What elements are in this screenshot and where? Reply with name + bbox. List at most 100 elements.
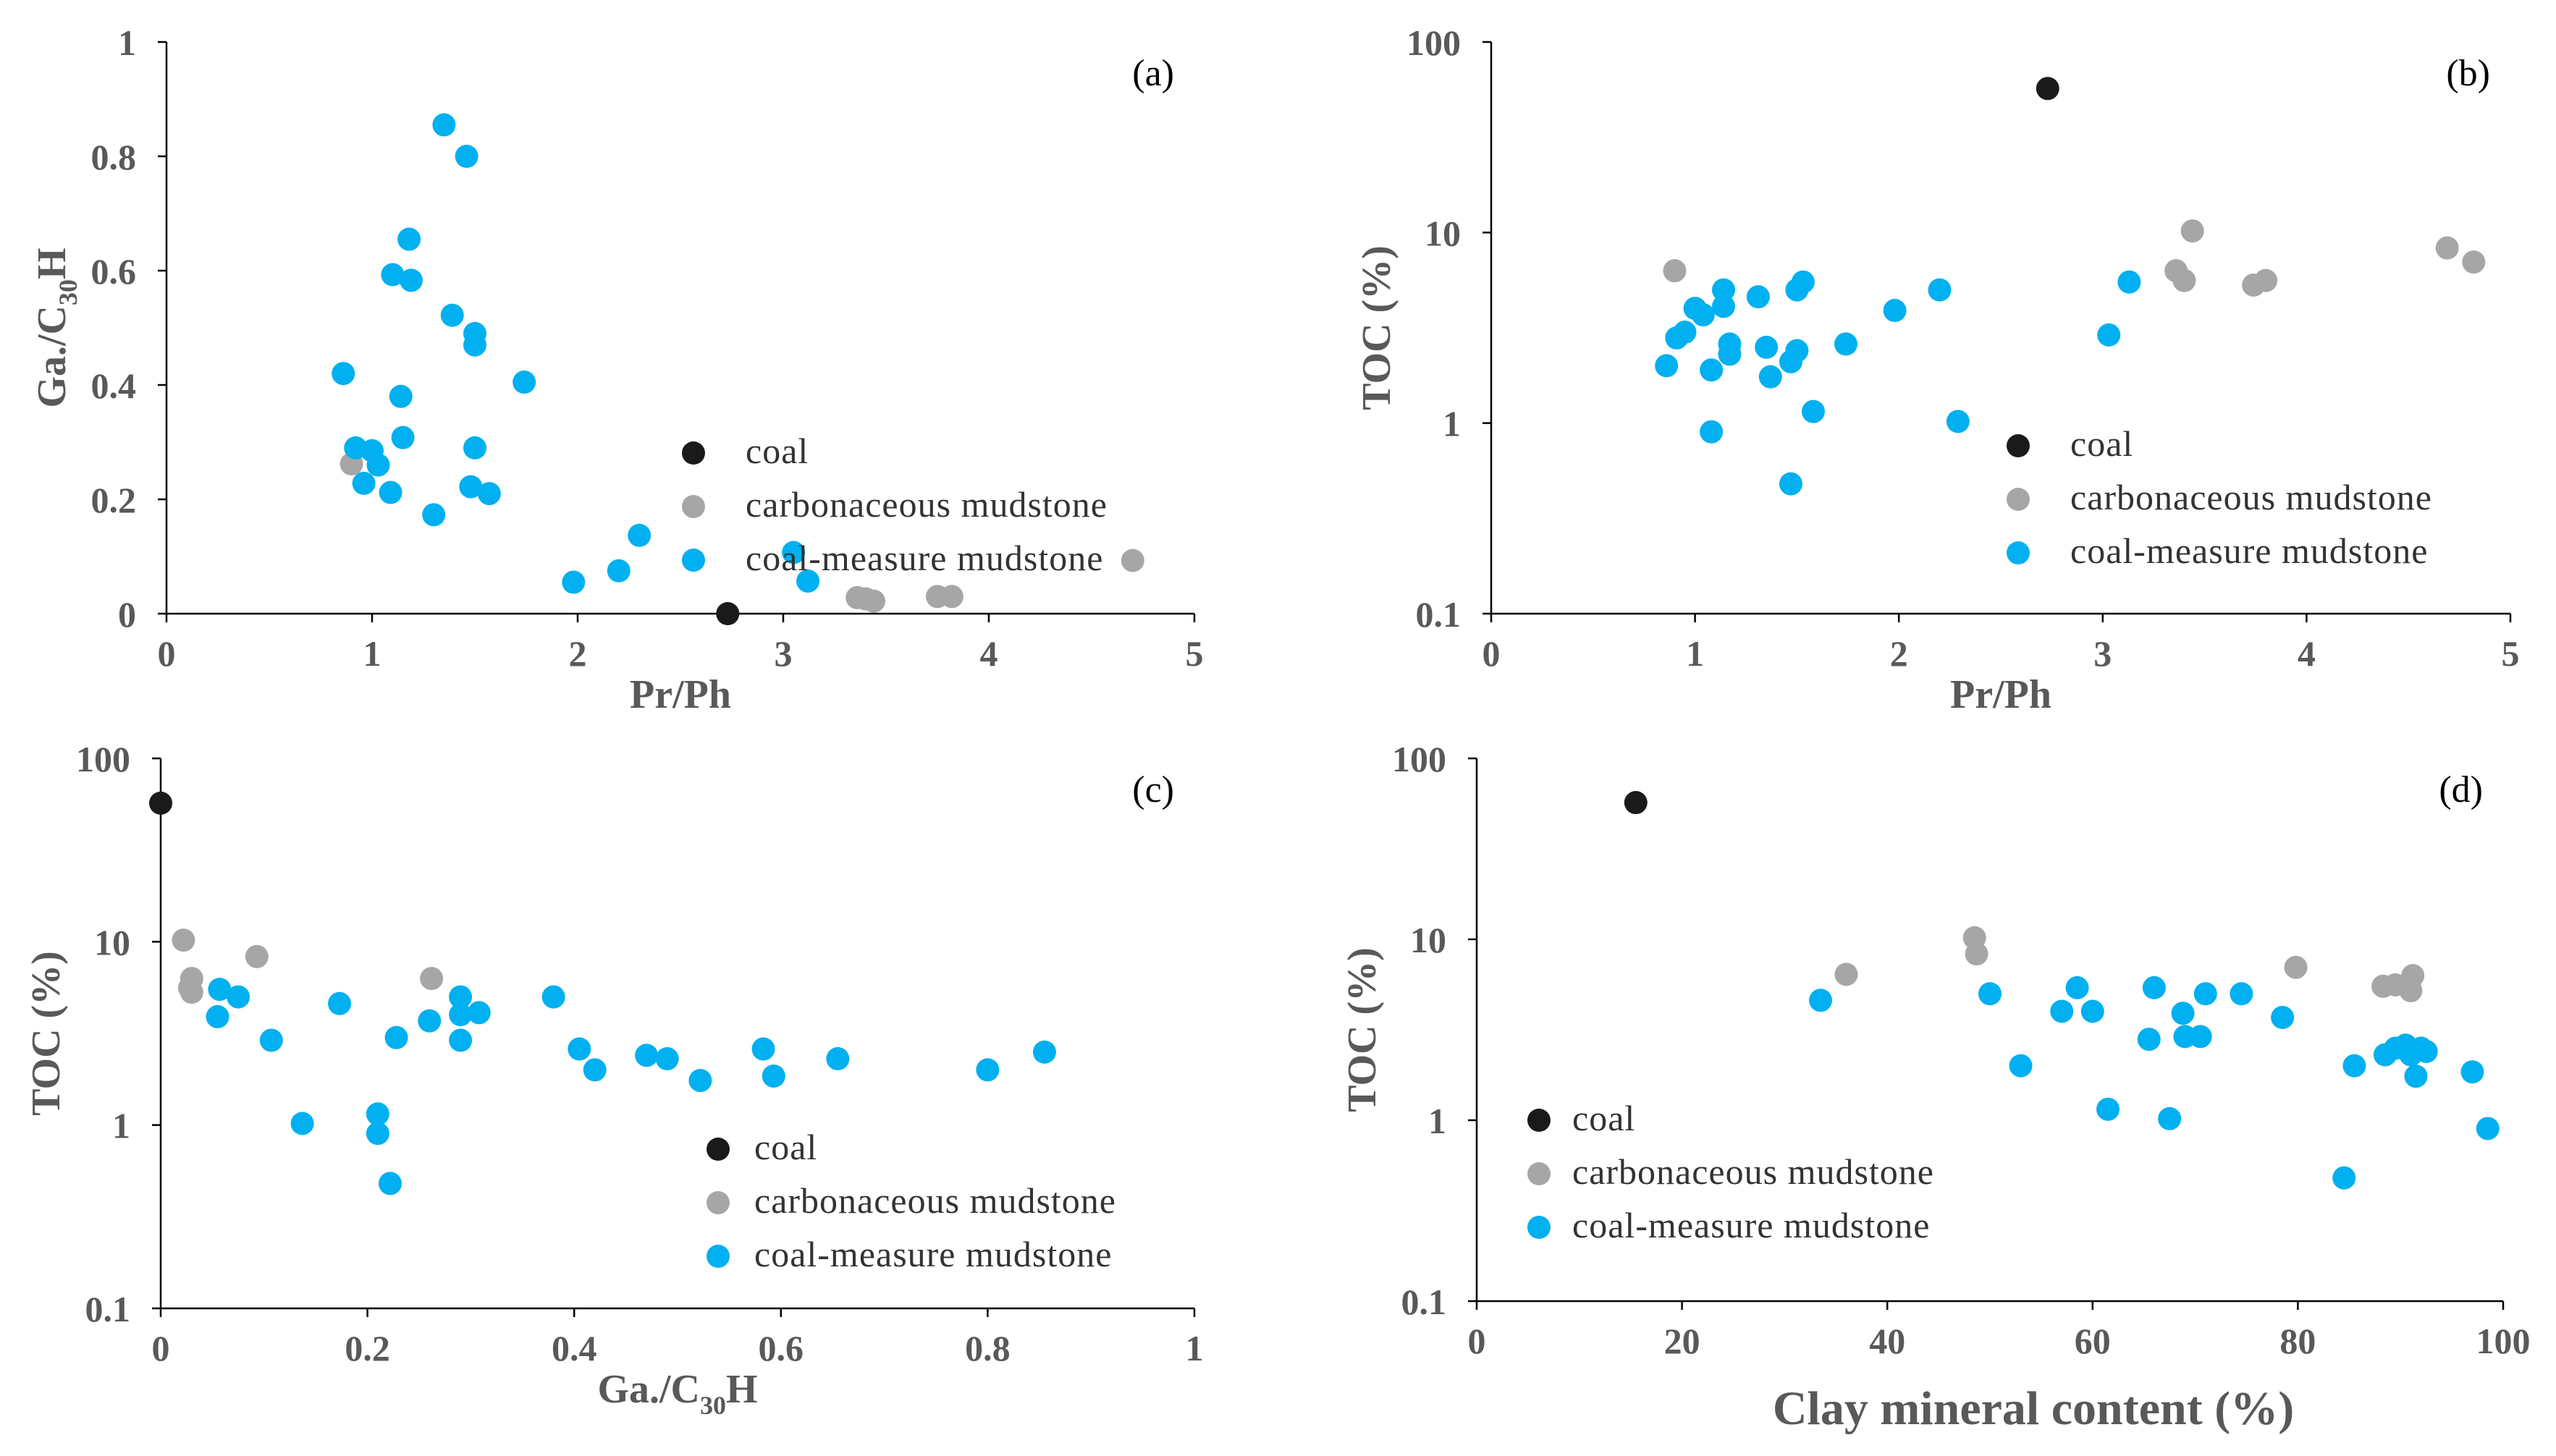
panel-b-series-coal-measure-mudstone bbox=[1655, 270, 2141, 496]
panel-b-data-point bbox=[1801, 399, 1825, 423]
panel-d-series-coal-measure-mudstone bbox=[1809, 975, 2500, 1190]
panel-d-series-coal bbox=[1624, 791, 1648, 815]
panel-b-legend-label: coal-measure mudstone bbox=[2070, 530, 2428, 571]
panel-a-y-tick-label: 0 bbox=[118, 594, 136, 635]
panel-c-data-point bbox=[826, 1047, 850, 1071]
panel-b-data-point bbox=[1758, 365, 1782, 389]
panel-b-data-point bbox=[1946, 410, 1970, 433]
panel-b-x-tick-label: 4 bbox=[2298, 633, 2316, 674]
panel-c-data-point bbox=[1032, 1040, 1056, 1064]
panel-a-y-axis-title: Ga./C30H bbox=[30, 247, 83, 407]
panel-a-x-tick-label: 1 bbox=[363, 633, 381, 674]
panel-a-legend: coal carbonaceous mudstone coal-measure mu… bbox=[682, 431, 1108, 578]
panel-d-legend-label: coal bbox=[1572, 1098, 1635, 1138]
panel-a-y-tick-label: 0.4 bbox=[91, 365, 137, 406]
panel-a-data-point bbox=[513, 371, 536, 394]
panel-d-data-point bbox=[1624, 791, 1648, 815]
panel-d-data-point bbox=[2065, 975, 2089, 999]
panel-b-data-point bbox=[1712, 278, 1736, 302]
panel-a-x-tick-label: 2 bbox=[569, 633, 587, 674]
panel-c-series-coal bbox=[149, 791, 172, 815]
panel-b-data-point bbox=[1779, 472, 1802, 496]
panel-c-data-point bbox=[655, 1047, 679, 1071]
panel-a-data-point bbox=[1121, 549, 1144, 572]
panel-b-y-tick-label: 0.1 bbox=[1416, 594, 1462, 635]
panel-d-data-point bbox=[2476, 1117, 2500, 1140]
panel-b-data-point bbox=[1791, 270, 1815, 294]
panel-a-data-point bbox=[477, 482, 501, 506]
panel-c-legend-marker bbox=[707, 1191, 730, 1214]
panel-b-legend-marker bbox=[2007, 541, 2030, 564]
panel-d-data-point bbox=[2414, 1039, 2438, 1063]
panel-a-x-tick-label: 5 bbox=[1186, 633, 1204, 674]
panel-c-data-point bbox=[384, 1025, 408, 1049]
panel-c-data-point bbox=[751, 1037, 775, 1061]
panel-c-data-point bbox=[290, 1112, 314, 1135]
panel-b-data-point bbox=[1700, 420, 1724, 444]
panel-a-data-point bbox=[463, 436, 486, 460]
panel-a-data-point bbox=[628, 523, 651, 547]
panel-b-data-point bbox=[1663, 259, 1687, 283]
panel-c-data-point bbox=[245, 944, 269, 968]
panel-a-data-point bbox=[796, 569, 820, 593]
panel-b-data-point bbox=[2172, 268, 2196, 292]
panel-b-data-point bbox=[1655, 354, 1679, 378]
panel-d-data-point bbox=[2230, 982, 2253, 1006]
panel-a-data-point bbox=[379, 481, 402, 504]
panel-a-legend-marker bbox=[682, 549, 705, 572]
panel-b-label: (b) bbox=[2446, 53, 2490, 94]
panel-c-y-tick-label: 0.1 bbox=[85, 1289, 131, 1329]
panel-b-data-point bbox=[1718, 342, 1742, 366]
panel-c-y-tick-label: 10 bbox=[94, 922, 130, 962]
panel-c-x-axis-title: Ga./C30H bbox=[597, 1367, 757, 1420]
panel-c-data-point bbox=[976, 1058, 1000, 1082]
panel-c-data-point bbox=[635, 1044, 659, 1067]
panel-d-series-carbonaceous-mudstone bbox=[1834, 926, 2425, 1002]
panel-d-data-point bbox=[1809, 989, 1833, 1012]
panel-d-legend-marker bbox=[1527, 1216, 1551, 1239]
panel-a-data-point bbox=[463, 333, 486, 357]
panel-a-y-tick-label: 0.6 bbox=[91, 251, 137, 292]
panel-d-data-point bbox=[2050, 999, 2074, 1023]
panel-d-data-point bbox=[2142, 975, 2166, 999]
panel-a-data-point bbox=[332, 362, 355, 386]
panel-d-data-point bbox=[2171, 1002, 2195, 1025]
panel-a-y-tick-label: 0.8 bbox=[91, 137, 137, 177]
panel-d-data-point bbox=[2080, 999, 2104, 1023]
panel-a-data-point bbox=[562, 570, 586, 594]
panel-a-data-point bbox=[440, 303, 464, 327]
panel-a-series-coal-measure-mudstone bbox=[332, 113, 820, 594]
panel-d-x-tick-label: 60 bbox=[2075, 1321, 2111, 1361]
panel-c-series-carbonaceous-mudstone bbox=[172, 928, 444, 1004]
panel-b-y-tick-label: 100 bbox=[1406, 22, 1461, 63]
panel-a-legend-marker bbox=[682, 495, 705, 518]
panel-c-y-tick-label: 100 bbox=[76, 739, 130, 779]
panel-c-data-point bbox=[206, 1004, 229, 1028]
panel-a-data-point bbox=[432, 113, 456, 137]
panel-a-x-axis-title: Pr/Ph bbox=[630, 672, 731, 717]
panel-b-series-carbonaceous-mudstone bbox=[1663, 219, 2486, 297]
panel-d-chart: 0 20 40 60 80 100 0.1 1 10 100 Clay mineral conten… bbox=[1340, 739, 2531, 1435]
panel-d-data-point bbox=[2342, 1054, 2366, 1078]
panel-c-x-tick-label: 0.6 bbox=[759, 1328, 804, 1368]
panel-d-y-axis-title: TOC (%) bbox=[1340, 947, 1385, 1112]
panel-b-data-point bbox=[1746, 285, 1770, 309]
panel-c-legend: coal carbonaceous mudstone coal-measure mu… bbox=[707, 1127, 1115, 1274]
panel-a-data-point bbox=[397, 227, 421, 251]
panel-d-data-point bbox=[2193, 982, 2217, 1006]
panel-c-data-point bbox=[762, 1064, 785, 1088]
panel-d-label: (d) bbox=[2439, 769, 2483, 810]
panel-b-data-point bbox=[1755, 335, 1779, 359]
panel-c-data-point bbox=[449, 985, 473, 1009]
panel-b-x-axis-title: Pr/Ph bbox=[1950, 672, 2051, 717]
panel-b-data-point bbox=[2117, 270, 2141, 294]
panel-a-chart: 0 1 2 3 4 5 0 0.2 0.4 0.6 0.8 1 Pr/Ph Ga./C30H (a) coal… bbox=[30, 22, 1204, 717]
panel-c-data-point bbox=[568, 1037, 591, 1061]
panel-d-data-point bbox=[2401, 964, 2425, 988]
panel-b-y-axis-title: TOC (%) bbox=[1354, 245, 1399, 410]
panel-d-x-tick-label: 20 bbox=[1664, 1321, 1700, 1361]
panel-a-legend-label: carbonaceous mudstone bbox=[746, 484, 1108, 525]
panel-b-data-point bbox=[2435, 236, 2459, 260]
panel-c-label: (c) bbox=[1132, 769, 1174, 810]
